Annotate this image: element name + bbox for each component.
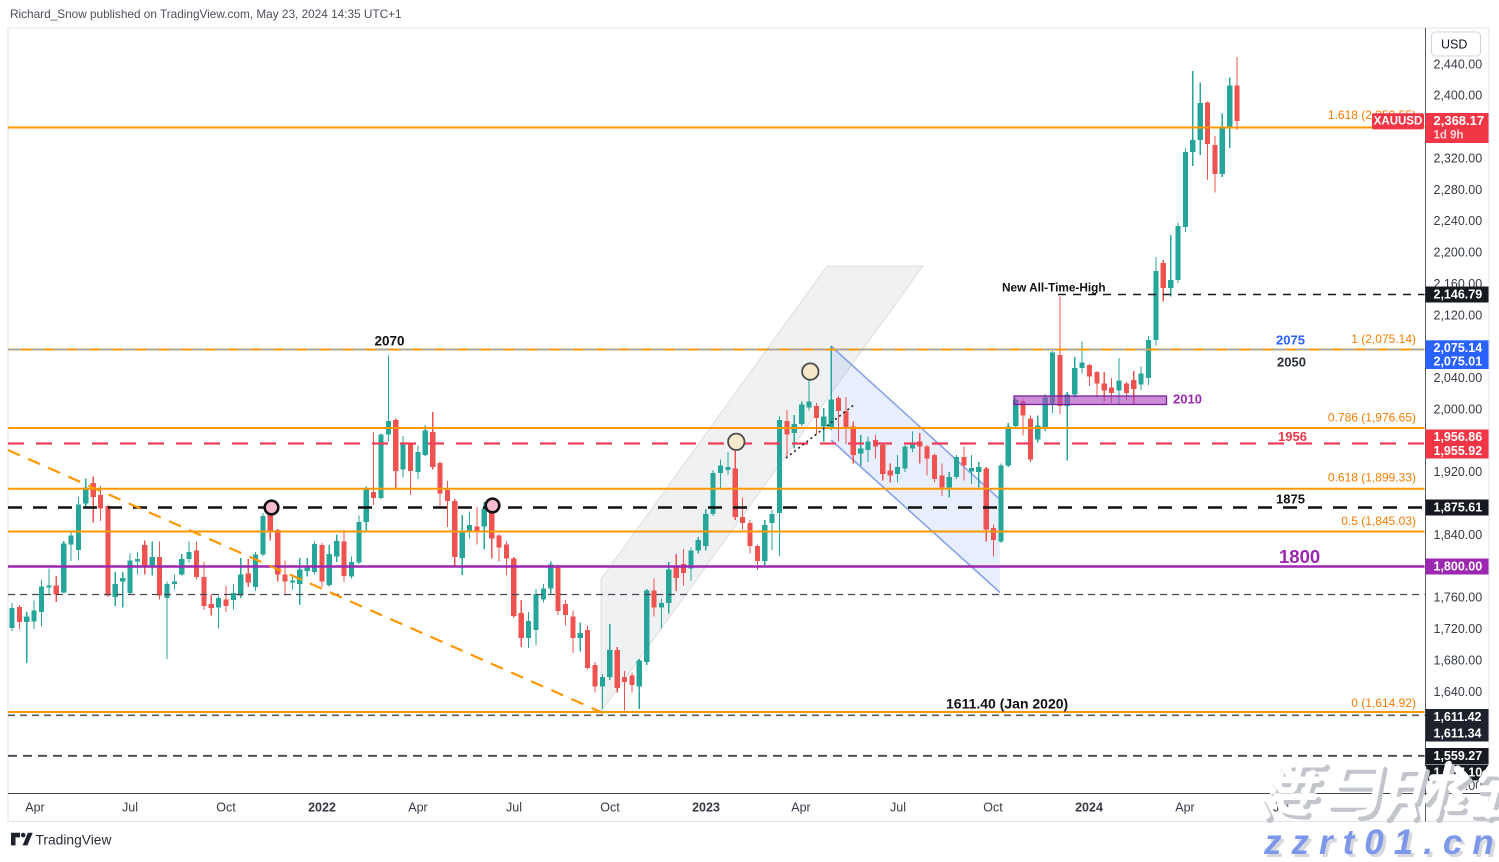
- svg-text:2,400.00: 2,400.00: [1434, 89, 1483, 103]
- svg-text:Apr: Apr: [25, 801, 44, 815]
- svg-text:2022: 2022: [308, 801, 336, 815]
- svg-text:Apr: Apr: [408, 801, 427, 815]
- svg-text:1,956.86: 1,956.86: [1434, 430, 1483, 444]
- svg-text:2,280.00: 2,280.00: [1434, 183, 1483, 197]
- svg-text:2023: 2023: [692, 801, 720, 815]
- svg-text:1d 9h: 1d 9h: [1434, 130, 1464, 142]
- svg-text:1800: 1800: [1279, 546, 1320, 567]
- svg-text:0.786 (1,976.65): 0.786 (1,976.65): [1328, 411, 1416, 425]
- svg-text:Richard_Snow published on Trad: Richard_Snow published on TradingView.co…: [10, 7, 402, 21]
- svg-text:Oct: Oct: [216, 801, 236, 815]
- svg-text:zzrt01.cn: zzrt01.cn: [1266, 826, 1499, 857]
- svg-text:New All-Time-High: New All-Time-High: [1002, 281, 1106, 295]
- svg-text:1,875.61: 1,875.61: [1434, 501, 1483, 515]
- svg-text:1,760.00: 1,760.00: [1434, 591, 1483, 605]
- svg-text:Jul: Jul: [890, 801, 906, 815]
- svg-text:2075: 2075: [1276, 333, 1305, 348]
- svg-text:1956: 1956: [1278, 429, 1307, 444]
- svg-text:2,320.00: 2,320.00: [1434, 151, 1483, 165]
- svg-text:2,200.00: 2,200.00: [1434, 246, 1483, 260]
- svg-text:zzrt01.cn: zzrt01.cn: [1263, 823, 1499, 857]
- svg-text:2070: 2070: [374, 334, 404, 349]
- svg-text:1,840.00: 1,840.00: [1434, 528, 1483, 542]
- svg-text:2010: 2010: [1173, 392, 1202, 407]
- svg-text:2,440.00: 2,440.00: [1434, 57, 1483, 71]
- svg-text:1,955.92: 1,955.92: [1434, 444, 1483, 458]
- svg-text:XAUUSD: XAUUSD: [1374, 115, 1423, 127]
- svg-text:1,800.00: 1,800.00: [1434, 560, 1483, 574]
- svg-text:2,040.00: 2,040.00: [1434, 371, 1483, 385]
- svg-text:Oct: Oct: [600, 801, 620, 815]
- svg-text:2,075.14: 2,075.14: [1434, 341, 1483, 355]
- svg-text:1 (2,075.14): 1 (2,075.14): [1351, 332, 1416, 346]
- svg-text:0.5 (1,845.03): 0.5 (1,845.03): [1341, 514, 1416, 528]
- svg-text:Apr: Apr: [1175, 801, 1194, 815]
- svg-text:2,075.01: 2,075.01: [1434, 355, 1483, 369]
- svg-text:Jul: Jul: [122, 801, 138, 815]
- svg-text:USD: USD: [1441, 38, 1467, 52]
- svg-text:1,720.00: 1,720.00: [1434, 622, 1483, 636]
- svg-text:1,680.00: 1,680.00: [1434, 653, 1483, 667]
- svg-text:0.618 (1,899.33): 0.618 (1,899.33): [1328, 470, 1416, 484]
- svg-text:2050: 2050: [1277, 355, 1306, 370]
- svg-text:TradingView: TradingView: [36, 833, 112, 848]
- svg-text:2024: 2024: [1075, 801, 1103, 815]
- svg-text:Oct: Oct: [983, 801, 1003, 815]
- svg-text:0 (1,614.92): 0 (1,614.92): [1351, 696, 1416, 710]
- svg-text:Jul: Jul: [506, 801, 522, 815]
- svg-text:1,920.00: 1,920.00: [1434, 465, 1483, 479]
- svg-text:2,240.00: 2,240.00: [1434, 214, 1483, 228]
- svg-text:1,559.27: 1,559.27: [1434, 749, 1483, 763]
- svg-text:2,368.17: 2,368.17: [1434, 113, 1485, 128]
- svg-text:1875: 1875: [1276, 492, 1305, 507]
- svg-text:1,640.00: 1,640.00: [1434, 685, 1483, 699]
- svg-text:Apr: Apr: [791, 801, 810, 815]
- svg-text:2,000.00: 2,000.00: [1434, 402, 1483, 416]
- svg-text:1,611.34: 1,611.34: [1434, 726, 1482, 740]
- svg-text:1,611.42: 1,611.42: [1434, 710, 1482, 724]
- svg-text:2,146.79: 2,146.79: [1434, 288, 1483, 302]
- svg-text:2,120.00: 2,120.00: [1434, 308, 1483, 322]
- svg-text:1611.40 (Jan 2020): 1611.40 (Jan 2020): [946, 696, 1068, 712]
